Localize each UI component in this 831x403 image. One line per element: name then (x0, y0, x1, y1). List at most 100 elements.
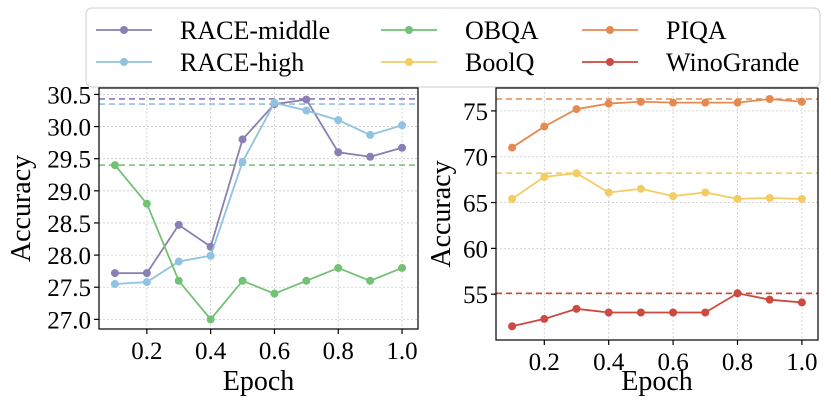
data-point-obqa (398, 263, 407, 272)
left-chart-panel: 0.2 0.4 0.6 0.8 1.0 27.0 27.5 28.0 28.5 29.0 29.5 3… (6, 82, 419, 397)
data-point-race-middle (238, 135, 247, 144)
legend-marker (405, 58, 413, 66)
x-tick-label: 0.2 (529, 349, 560, 376)
y-axis-title: Accuracy (426, 160, 457, 267)
y-tick-label: 28.5 (47, 211, 91, 238)
data-point-boolq (765, 193, 774, 202)
y-tick-label: 28.0 (47, 243, 91, 270)
x-axis-title: Epoch (223, 366, 295, 397)
legend-marker (405, 26, 413, 34)
data-point-boolq (733, 194, 742, 203)
legend: RACE-middle OBQA PIQA RACE-high BoolQ WinoGra… (85, 7, 821, 88)
data-point-winogrande (797, 298, 806, 307)
data-point-obqa (366, 276, 375, 285)
data-point-piqa (701, 98, 710, 107)
y-tick-label: 60 (463, 236, 488, 263)
data-point-piqa (636, 97, 645, 106)
x-tick-label: 0.4 (195, 338, 227, 365)
data-point-race-high (110, 280, 119, 289)
legend-label: BoolQ (465, 48, 535, 77)
series-line-race-middle (114, 98, 403, 274)
y-tick-label: 29.5 (47, 147, 91, 174)
plot-frame (98, 87, 419, 330)
data-point-obqa (334, 263, 343, 272)
data-point-race-high (398, 121, 407, 130)
data-point-obqa (142, 199, 151, 208)
data-point-piqa (508, 143, 517, 152)
data-point-winogrande (604, 308, 613, 317)
x-tick-label: 0.6 (259, 338, 290, 365)
x-tick-label: 0.4 (593, 349, 625, 376)
x-tick-label: 0.2 (131, 338, 162, 365)
x-tick-label: 0.8 (323, 338, 354, 365)
legend-marker (606, 58, 614, 66)
plot-frame (495, 87, 819, 341)
data-point-boolq (636, 184, 645, 193)
data-point-race-middle (398, 143, 407, 152)
y-axis-title: Accuracy (6, 155, 37, 262)
data-point-piqa (604, 99, 613, 108)
data-point-race-high (334, 116, 343, 125)
data-point-piqa (733, 98, 742, 107)
legend-frame (85, 7, 821, 88)
data-point-race-high (142, 278, 151, 287)
data-point-boolq (540, 172, 549, 181)
y-tick-label: 27.0 (47, 307, 91, 334)
data-point-winogrande (765, 295, 774, 304)
data-point-piqa (540, 122, 549, 131)
data-point-boolq (508, 194, 517, 203)
y-tick-label: 30.5 (47, 82, 91, 109)
series-line-piqa (511, 98, 802, 149)
data-point-obqa (238, 276, 247, 285)
data-point-obqa (302, 276, 311, 285)
data-point-piqa (797, 97, 806, 106)
y-tick-label: 55 (463, 282, 488, 309)
legend-label: RACE-high (180, 48, 304, 77)
y-tick-label: 75 (463, 99, 488, 126)
data-point-piqa (669, 98, 678, 107)
data-point-obqa (206, 315, 215, 324)
data-point-boolq (572, 169, 581, 178)
data-point-race-high (174, 257, 183, 266)
data-point-race-middle (174, 220, 183, 229)
data-point-race-high (206, 251, 215, 260)
y-tick-label: 70 (463, 145, 488, 172)
data-point-obqa (174, 276, 183, 285)
data-point-boolq (701, 188, 710, 197)
x-axis-title: Epoch (621, 366, 693, 397)
data-point-race-high (238, 157, 247, 166)
legend-label: WinoGrande (666, 48, 799, 77)
data-point-race-middle (366, 152, 375, 161)
data-point-winogrande (733, 289, 742, 298)
data-point-race-middle (302, 95, 311, 104)
data-point-race-middle (110, 269, 119, 278)
data-point-winogrande (669, 308, 678, 317)
data-point-boolq (669, 192, 678, 201)
data-point-race-high (302, 106, 311, 115)
series-line-winogrande (511, 292, 802, 328)
data-point-race-middle (142, 269, 151, 278)
legend-label: PIQA (666, 16, 727, 45)
data-point-piqa (765, 94, 774, 103)
data-point-boolq (797, 194, 806, 203)
series-line-race-high (114, 101, 403, 285)
data-point-obqa (270, 289, 279, 298)
series-line-obqa (114, 164, 403, 321)
x-tick-label: 0.8 (722, 349, 753, 376)
x-tick-label: 1.0 (786, 349, 817, 376)
y-tick-label: 27.5 (47, 275, 91, 302)
data-point-winogrande (636, 308, 645, 317)
y-tick-label: 30.0 (47, 115, 91, 142)
x-tick-label: 1.0 (386, 338, 417, 365)
data-point-race-high (270, 98, 279, 107)
legend-label: RACE-middle (180, 16, 330, 45)
y-tick-label: 65 (463, 191, 488, 218)
legend-marker (120, 26, 128, 34)
data-point-winogrande (701, 308, 710, 317)
data-point-winogrande (508, 322, 517, 331)
data-point-race-middle (334, 148, 343, 157)
data-point-piqa (572, 105, 581, 114)
data-point-race-high (366, 130, 375, 139)
data-point-winogrande (540, 314, 549, 323)
